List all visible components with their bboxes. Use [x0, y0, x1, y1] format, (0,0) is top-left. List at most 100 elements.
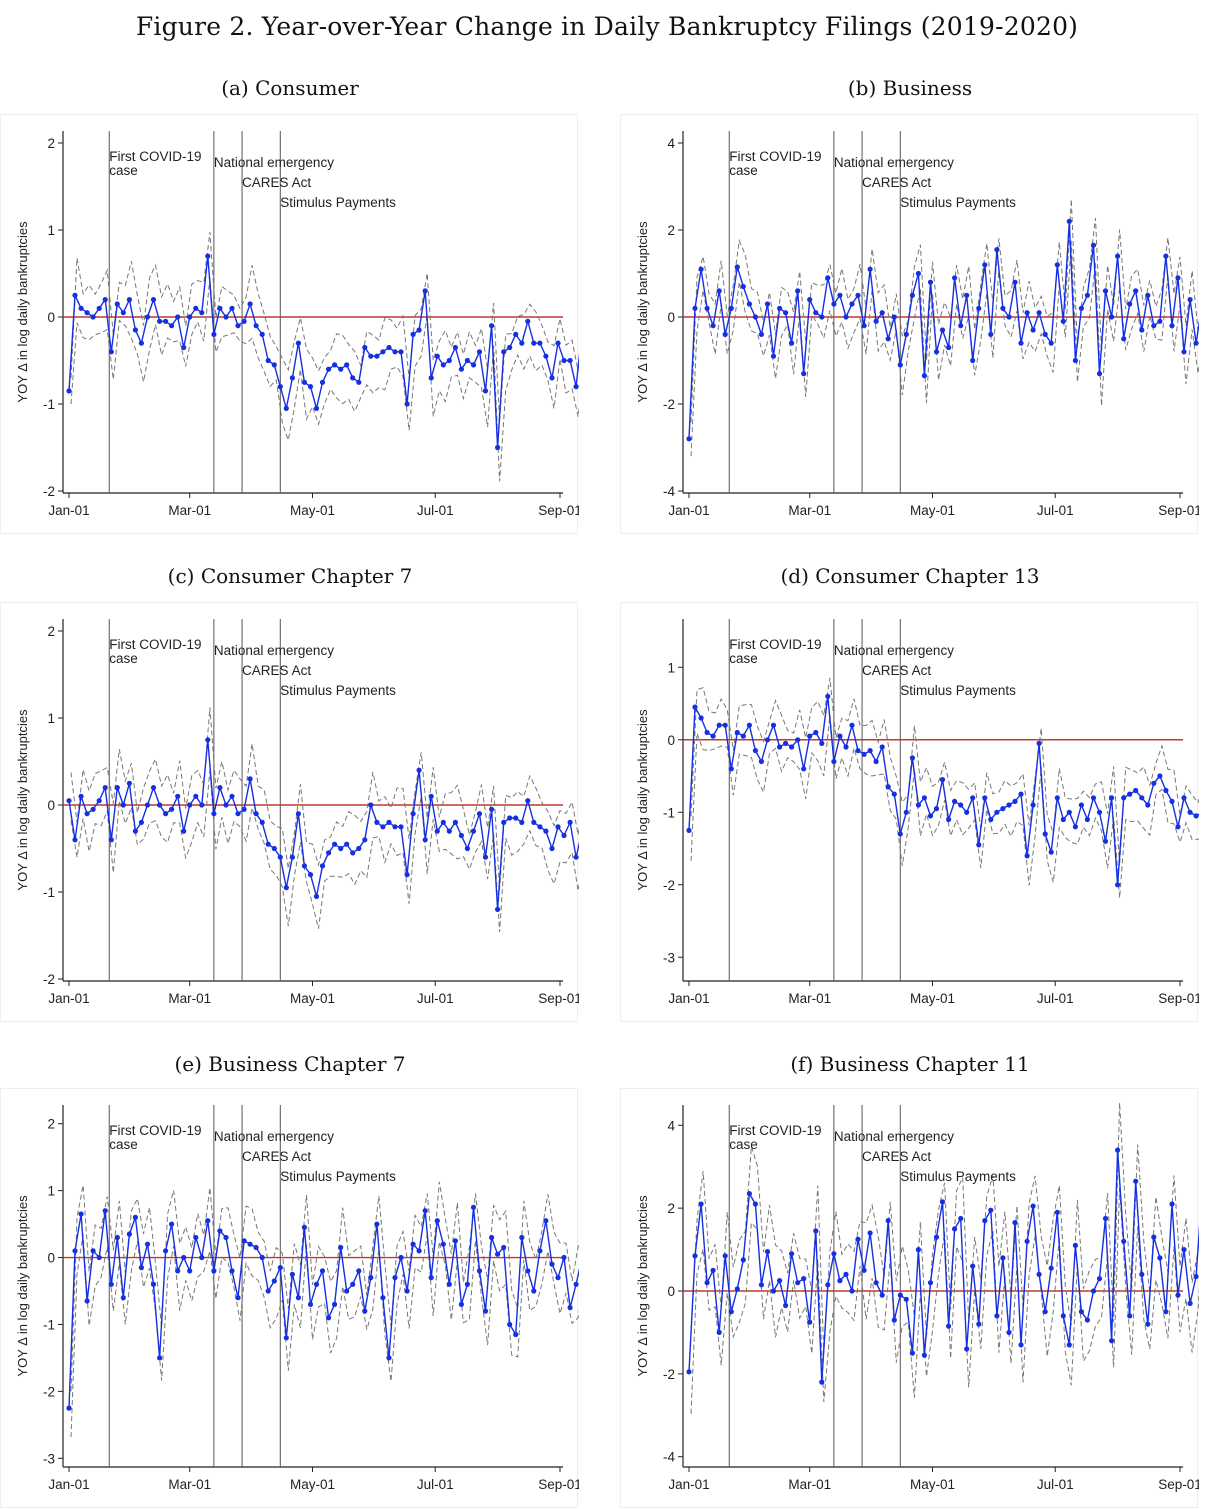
y-tick-label: -1 — [43, 1317, 55, 1332]
data-point — [470, 828, 477, 834]
data-point — [807, 1319, 813, 1325]
x-tick-label: May-01 — [910, 1477, 955, 1492]
data-point — [1090, 242, 1097, 248]
data-point — [1036, 1271, 1042, 1277]
data-point — [476, 1268, 483, 1274]
data-point — [1109, 1338, 1115, 1344]
chart-svg: -2 -1 0 1 2 Jan-01 Mar-01 May-01 Jul-01 Sep-01 YOY… — [15, 131, 579, 518]
data-point — [855, 1236, 861, 1242]
data-point — [1048, 849, 1054, 855]
y-tick-label: -1 — [43, 885, 55, 900]
data-point — [344, 1288, 350, 1294]
data-point — [1018, 340, 1024, 346]
x-tick-label: Jul-01 — [417, 503, 454, 518]
data-point — [283, 885, 289, 891]
data-point — [519, 819, 525, 825]
data-point — [102, 297, 108, 303]
data-point — [543, 353, 549, 359]
data-point — [692, 1253, 698, 1259]
data-point — [952, 798, 958, 804]
event-annotation: case — [729, 651, 758, 666]
y-axis-label: YOY Δ in log daily bankruptcies — [635, 709, 650, 891]
data-point — [307, 384, 314, 390]
x-tick-label: Mar-01 — [168, 503, 211, 518]
ci-upper-line — [690, 199, 1199, 423]
data-point — [120, 1295, 126, 1301]
data-point — [746, 301, 752, 307]
data-point — [964, 1346, 970, 1352]
ci-lower-line — [690, 714, 1199, 898]
data-point — [175, 314, 181, 320]
data-point — [692, 305, 698, 311]
data-point — [728, 305, 734, 311]
data-point — [686, 1369, 692, 1375]
data-point — [819, 740, 825, 746]
x-tick-label: May-01 — [290, 503, 335, 518]
data-point — [921, 373, 927, 379]
data-point — [789, 1251, 795, 1257]
data-point — [374, 1221, 380, 1227]
data-point — [126, 1231, 132, 1237]
data-point — [976, 305, 982, 311]
data-point — [825, 275, 831, 281]
chart-panel-consumer-ch13: -3 -2 -1 0 1 Jan-01 Mar-01 May-01 Jul-01 Sep-01 YO… — [620, 602, 1199, 1022]
data-point — [686, 436, 692, 442]
data-point — [319, 863, 326, 869]
x-tick-label: Jul-01 — [1037, 991, 1074, 1006]
data-point — [537, 1248, 543, 1254]
data-point — [525, 1268, 531, 1274]
y-tick-label: -2 — [663, 397, 675, 412]
data-point — [819, 314, 825, 320]
data-point — [543, 828, 549, 834]
data-point — [531, 819, 537, 825]
data-point — [555, 824, 561, 830]
data-point — [66, 798, 72, 804]
data-point — [452, 819, 458, 825]
data-point — [909, 755, 915, 761]
data-point — [567, 819, 573, 825]
chart-panel-consumer-ch7: -2 -1 0 1 2 Jan-01 Mar-01 May-01 Jul-01 Sep-01 YOY… — [0, 602, 579, 1022]
data-point — [223, 1234, 229, 1241]
data-point — [1169, 1201, 1175, 1207]
data-point — [783, 740, 789, 746]
data-point — [452, 1238, 458, 1244]
data-point — [692, 704, 698, 710]
data-point — [921, 1352, 927, 1358]
data-point — [150, 785, 157, 791]
data-point — [825, 693, 831, 699]
chart-panel-business-ch11: -4 -2 0 2 4 Jan-01 Mar-01 May-01 Jul-01 Sep-01 YOY… — [620, 1088, 1199, 1508]
chart-panel-consumer: -2 -1 0 1 2 Jan-01 Mar-01 May-01 Jul-01 Sep-01 YOY… — [0, 114, 579, 534]
chart-svg: -4 -2 0 2 4 Jan-01 Mar-01 May-01 Jul-01 Sep-01 YOY… — [635, 1102, 1199, 1492]
data-point — [428, 375, 434, 381]
data-point — [734, 264, 740, 270]
data-point — [952, 275, 958, 281]
data-point — [927, 279, 934, 285]
data-point — [90, 806, 96, 812]
data-point — [350, 1281, 356, 1287]
data-point — [1078, 1309, 1084, 1315]
data-point — [1121, 336, 1127, 342]
data-point — [1066, 218, 1072, 224]
data-point — [843, 1271, 849, 1277]
data-point — [861, 751, 867, 757]
data-point — [1109, 314, 1115, 320]
data-point — [241, 1238, 247, 1244]
data-point — [428, 1275, 434, 1281]
y-tick-label: 2 — [47, 136, 55, 151]
data-point — [752, 1201, 758, 1207]
data-point — [537, 340, 543, 346]
panel-title-b: (b) Business — [847, 76, 973, 100]
data-point — [1096, 371, 1103, 377]
panel-title-e: (e) Business Chapter 7 — [174, 1052, 406, 1076]
data-point — [988, 331, 994, 337]
data-point — [789, 340, 795, 346]
data-point — [120, 802, 126, 808]
ci-lower-line — [70, 1234, 579, 1438]
data-point — [909, 292, 915, 298]
ci-lower-line — [690, 1187, 1199, 1414]
data-point — [356, 845, 362, 852]
data-point — [229, 305, 235, 311]
data-point — [434, 1218, 440, 1224]
data-point — [764, 301, 771, 307]
data-point — [891, 314, 897, 320]
